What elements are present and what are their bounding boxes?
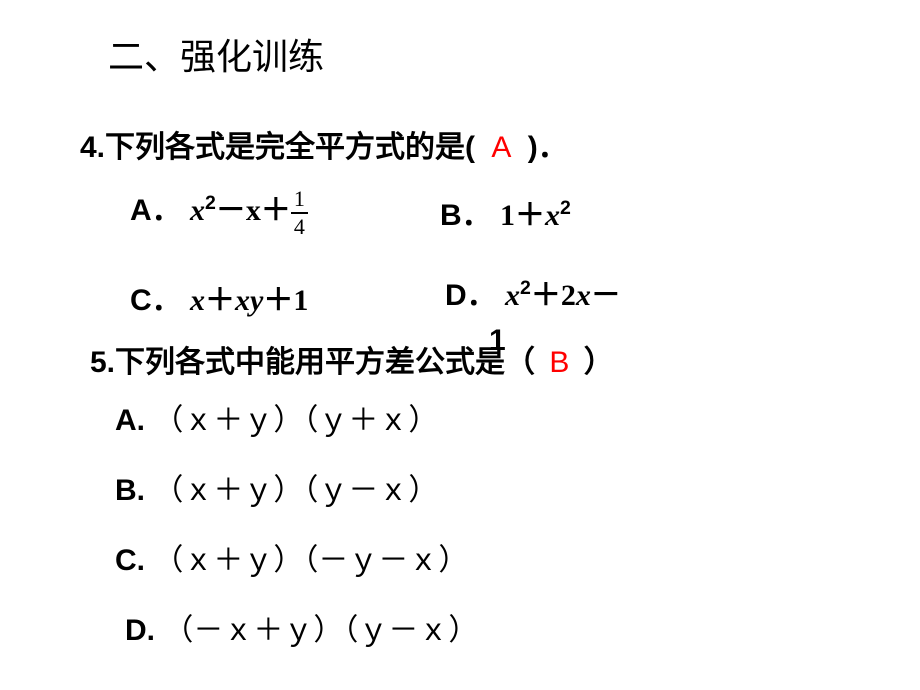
q4d-sup: 2 (520, 277, 531, 299)
q4d-x: x (505, 279, 520, 312)
q4-option-a: A． x2－x＋14 (130, 185, 308, 238)
q5b-expr: （ｘ＋ｙ）（ｙ－ｘ） (153, 474, 438, 507)
q5-option-c: C. （ｘ＋ｙ）（－ｙ－ｘ） (115, 535, 468, 579)
question-5-stem: 5.下列各式中能用平方差公式是（ B ） (90, 337, 614, 381)
q4d-x2: x (576, 279, 591, 312)
q4c-one: 1 (293, 284, 308, 317)
q5d-label: D. (125, 614, 155, 647)
q4b-sup: 2 (560, 197, 571, 219)
q5a-expr: （ｘ＋ｙ）（ｙ＋ｘ） (153, 404, 438, 437)
q4-option-d: D． x2＋2x－ (445, 270, 621, 314)
q5-option-a: A. （ｘ＋ｙ）（ｙ＋ｘ） (115, 395, 438, 439)
q4a-fraction: 14 (291, 188, 308, 238)
q4c-label: C． (130, 284, 182, 317)
q4b-label: B． (440, 199, 492, 232)
question-4-stem: 4.下列各式是完全平方式的是( A )． (80, 122, 568, 166)
q4a-den: 4 (291, 214, 308, 238)
q5a-label: A. (115, 404, 145, 437)
q4-option-c: C． x＋xy＋1 (130, 275, 308, 319)
q4-option-b: B． 1＋x2 (440, 190, 571, 234)
q4d-minus: － (591, 279, 621, 312)
q4b-pre: 1＋ (500, 199, 545, 232)
q4-stem-post: )． (528, 131, 568, 164)
q4a-sup: 2 (205, 192, 216, 214)
q4b-x: x (545, 199, 560, 232)
document-page: 二、强化训练 4.下列各式是完全平方式的是( A )． A． x2－x＋14 B… (0, 0, 920, 690)
q4-stem-pre: 4.下列各式是完全平方式的是( (80, 131, 475, 164)
q5c-expr: （ｘ＋ｙ）（－ｙ－ｘ） (153, 544, 468, 577)
q5-stem-post: ） (584, 346, 614, 379)
q5-option-d: D. （－ｘ＋ｙ）（ｙ－ｘ） (125, 605, 478, 649)
q4c-plus2: ＋ (263, 284, 293, 317)
q4a-num: 1 (291, 188, 308, 214)
q4-answer: A (483, 131, 519, 164)
q4a-rest: －x＋ (216, 194, 291, 227)
q4a-x: x (190, 194, 205, 227)
q5-stem-pre: 5.下列各式中能用平方差公式是（ (90, 346, 535, 379)
q4c-plus1: ＋ (205, 284, 235, 317)
q4c-x1: x (190, 284, 205, 317)
q4c-y: y (250, 284, 263, 317)
q5-option-b: B. （ｘ＋ｙ）（ｙ－ｘ） (115, 465, 438, 509)
q5-answer: B (543, 346, 575, 379)
q4c-x2: x (235, 284, 250, 317)
q4d-label: D． (445, 279, 497, 312)
q5c-label: C. (115, 544, 145, 577)
section-title: 二、强化训练 (108, 28, 324, 80)
q4d-rest: ＋2 (531, 279, 576, 312)
q4a-label: A． (130, 194, 182, 227)
q5b-label: B. (115, 474, 145, 507)
q5d-expr: （－ｘ＋ｙ）（ｙ－ｘ） (163, 614, 478, 647)
